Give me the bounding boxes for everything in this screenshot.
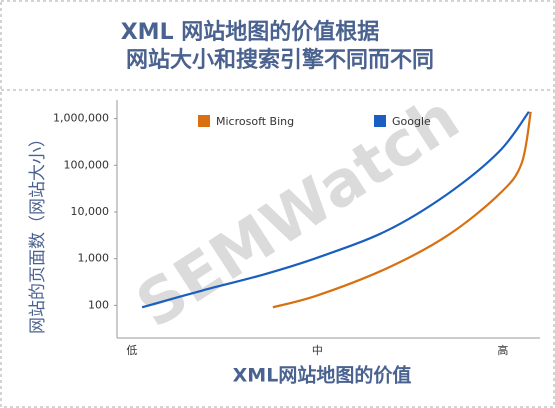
y-tick-label: 1,000 bbox=[78, 252, 110, 265]
x-tick-label: 高 bbox=[497, 343, 508, 357]
chart-title: 网站大小和搜索引擎不同而不同 bbox=[126, 48, 434, 73]
line bbox=[272, 111, 532, 309]
x-tick-label: 低 bbox=[126, 344, 137, 357]
legend-swatch bbox=[198, 115, 210, 127]
line bbox=[141, 111, 530, 309]
legend-label: Microsoft Bing bbox=[216, 115, 294, 128]
y-tick-label: 10,000 bbox=[71, 205, 110, 218]
legend-label: Google bbox=[392, 115, 431, 128]
x-axis-title: XML网站地图的价值 bbox=[233, 364, 412, 387]
y-tick-label: 1,000,000 bbox=[53, 112, 109, 125]
chart-title: XML 网站地图的价值根据 bbox=[121, 19, 380, 45]
y-axis-title: 网站的页面数（网站大小） bbox=[28, 130, 48, 334]
x-tick-label: 中 bbox=[312, 344, 323, 357]
legend-swatch bbox=[374, 115, 386, 127]
y-tick-label: 100 bbox=[88, 298, 109, 311]
y-tick-label: 100,000 bbox=[64, 158, 110, 171]
